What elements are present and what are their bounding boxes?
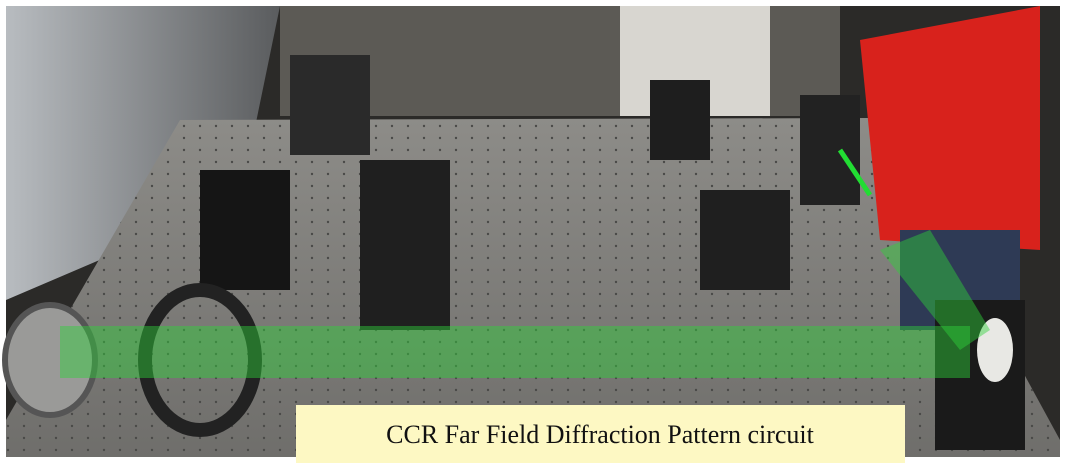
caption: CCR Far Field Diffraction Pattern circui… (386, 420, 814, 449)
mount (650, 80, 710, 160)
laser-box (290, 55, 370, 155)
red-shirt (860, 6, 1040, 250)
mount (800, 95, 860, 205)
mount (700, 190, 790, 290)
lens-tube (200, 170, 290, 290)
mount (360, 160, 450, 330)
photo-scene: CCR Far Field Diffraction Pattern circui… (0, 0, 1066, 463)
beam-path (60, 326, 970, 378)
photo (5, 6, 1060, 457)
